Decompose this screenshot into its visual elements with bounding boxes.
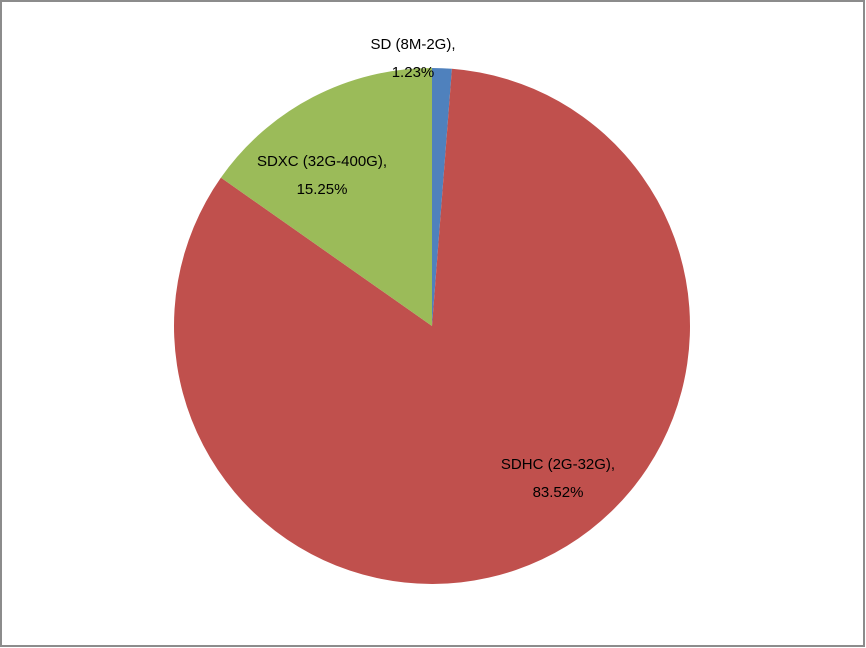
category-label: SDHC (2G-32G), (501, 456, 615, 473)
category-label: SD (8M-2G), (370, 36, 455, 53)
pie-slice (173, 68, 690, 585)
data-label: SDHC (2G-32G), 83.52% (501, 456, 615, 501)
value-label: 15.25% (297, 181, 348, 198)
data-label: SDXC (32G-400G), 15.25% (257, 153, 387, 198)
value-label: 83.52% (533, 484, 584, 501)
category-label: SDXC (32G-400G), (257, 153, 387, 170)
data-label: SD (8M-2G), 1.23% (370, 36, 455, 81)
value-label: 1.23% (392, 64, 435, 81)
pie-slice (220, 68, 432, 326)
pie-slice (432, 68, 452, 326)
